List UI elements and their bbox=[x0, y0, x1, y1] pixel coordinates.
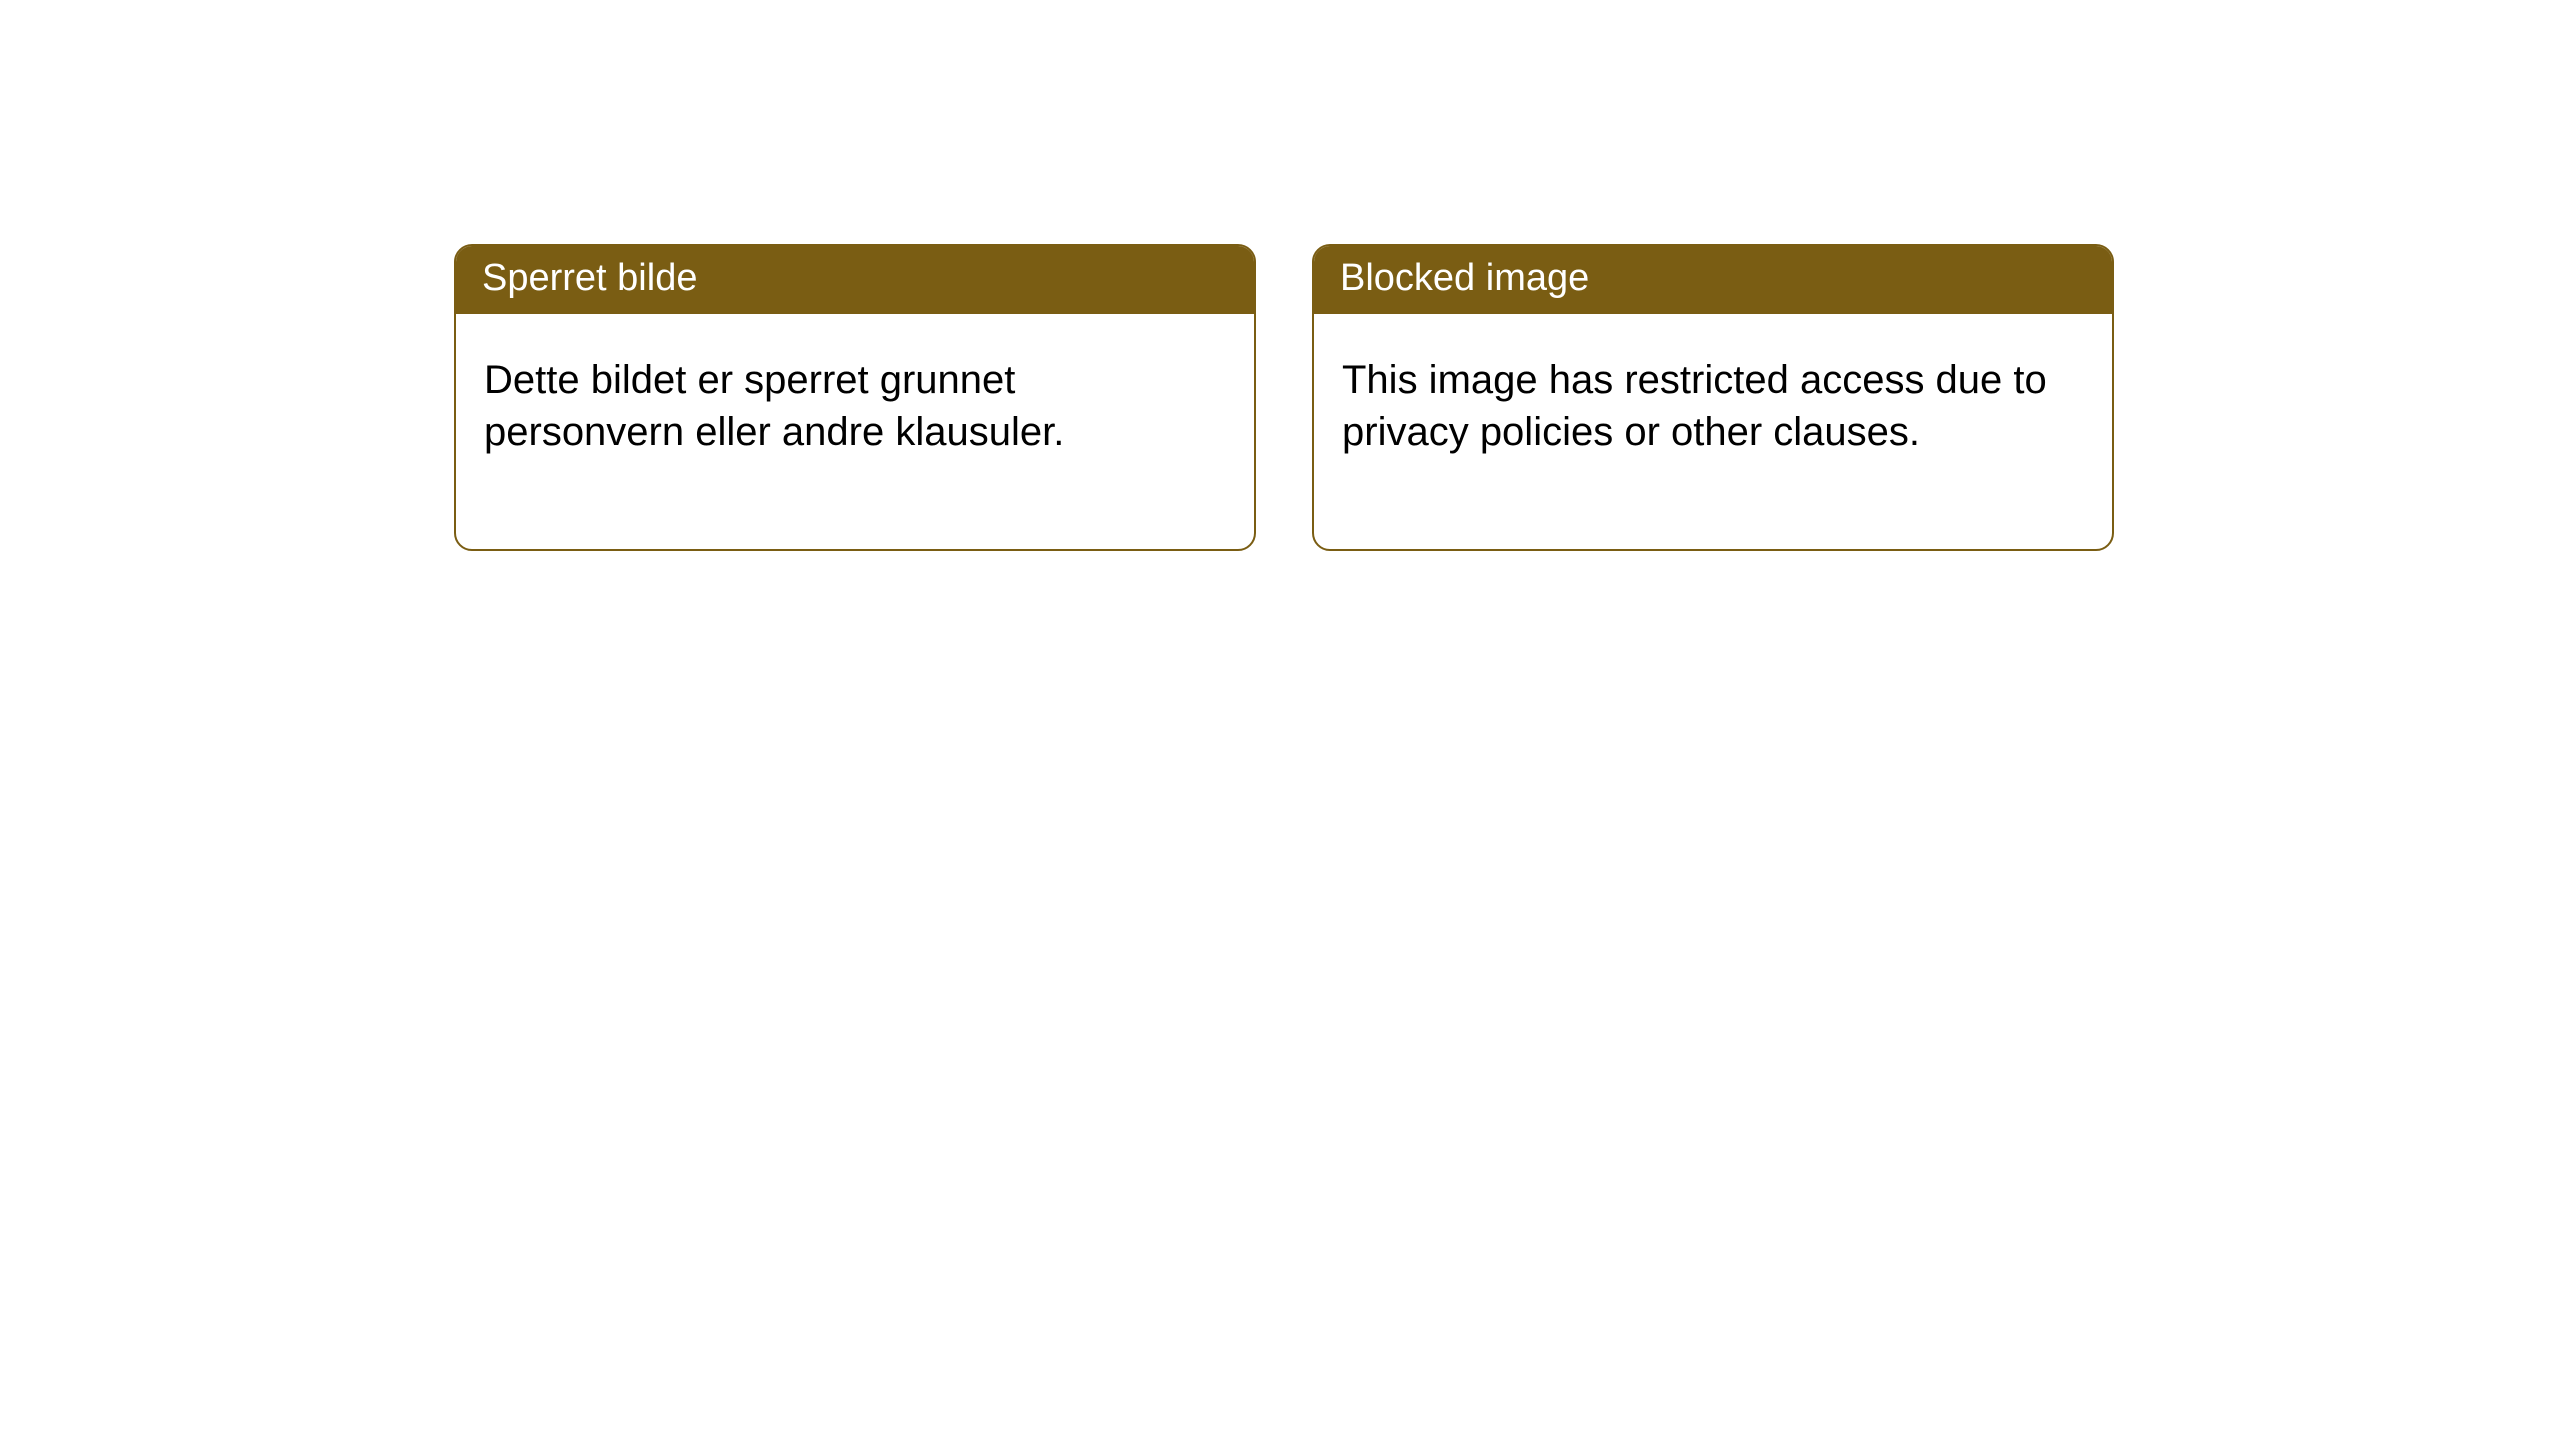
notice-header: Sperret bilde bbox=[456, 246, 1254, 314]
notice-card-english: Blocked image This image has restricted … bbox=[1312, 244, 2114, 551]
notice-body: Dette bildet er sperret grunnet personve… bbox=[456, 314, 1254, 550]
notice-card-norwegian: Sperret bilde Dette bildet er sperret gr… bbox=[454, 244, 1256, 551]
notice-container: Sperret bilde Dette bildet er sperret gr… bbox=[0, 0, 2560, 551]
notice-body: This image has restricted access due to … bbox=[1314, 314, 2112, 550]
notice-header: Blocked image bbox=[1314, 246, 2112, 314]
